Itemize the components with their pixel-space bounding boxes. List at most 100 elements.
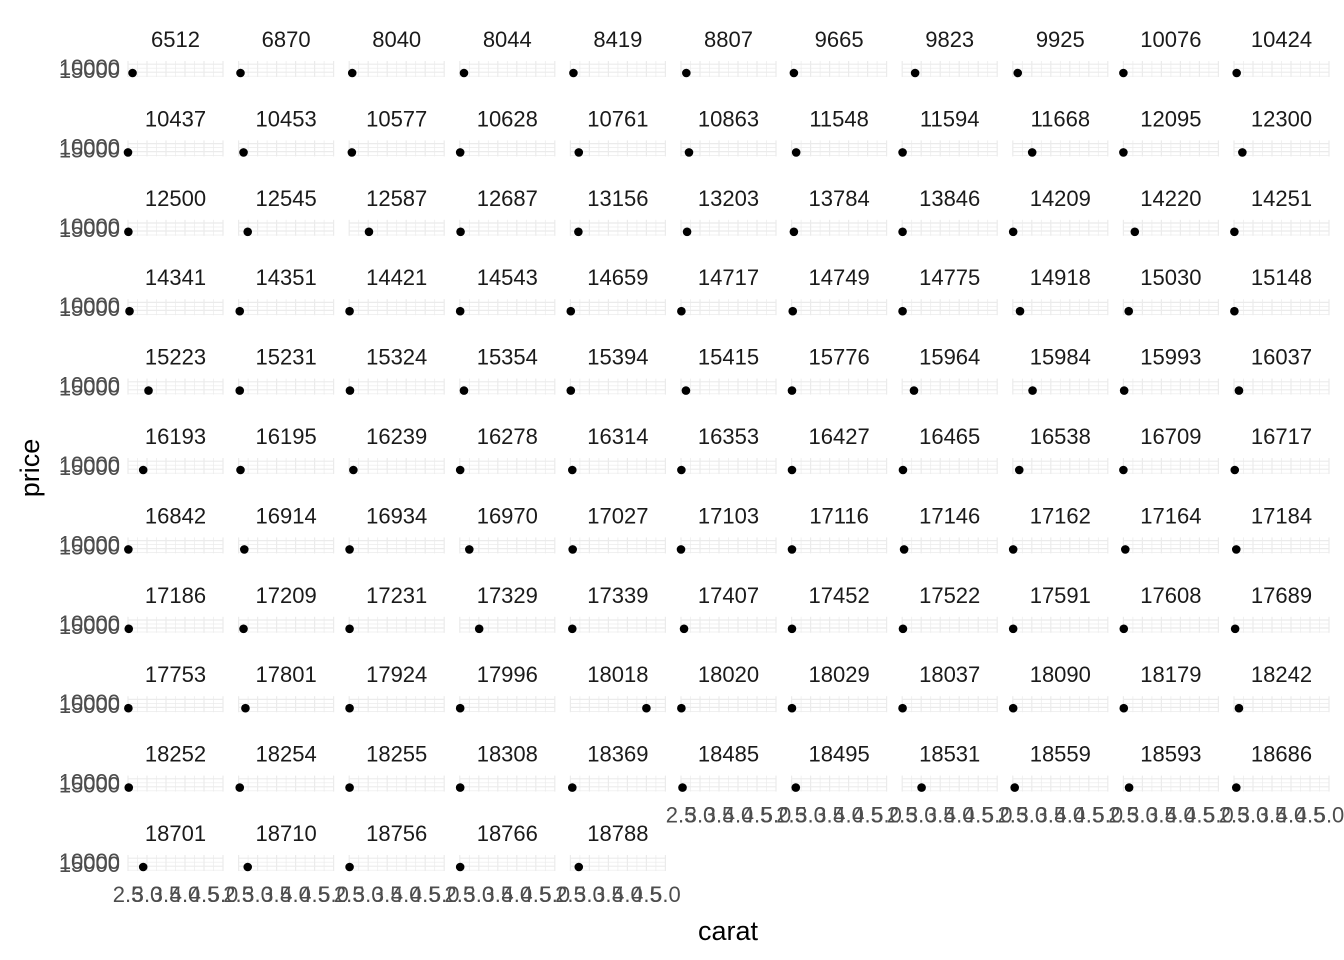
x-tick-label: 3.0 xyxy=(1238,803,1269,828)
facet-panel: 16353 xyxy=(677,424,777,475)
data-point xyxy=(569,68,578,78)
facet-strip-label: 10076 xyxy=(1140,27,1201,52)
facet-panel: 18018 xyxy=(569,662,667,713)
facet-strip-label: 18531 xyxy=(919,742,980,767)
y-tick-label: 10000 xyxy=(59,849,120,874)
x-tick-label: 4.0 xyxy=(391,882,422,907)
data-point xyxy=(1119,386,1129,395)
data-point xyxy=(1232,68,1241,78)
data-point xyxy=(1238,148,1247,157)
x-tick-label: 5.0 xyxy=(429,882,460,907)
data-point xyxy=(455,783,465,792)
facet-strip-label: 18593 xyxy=(1140,742,1201,767)
facet-panel: 10628 xyxy=(455,106,556,157)
data-point xyxy=(568,783,577,792)
facet-panel: 11548 xyxy=(790,106,888,157)
data-point xyxy=(1013,68,1023,78)
x-tick-label: 4.0 xyxy=(502,882,533,907)
facet-strip-label: 16538 xyxy=(1030,424,1091,449)
facet-strip-label: 6870 xyxy=(262,27,311,52)
facet-strip-label: 16195 xyxy=(256,424,317,449)
facet-panel: 9925 xyxy=(1012,27,1109,78)
x-tick-label: 5.0 xyxy=(1314,803,1344,828)
facet-panel: 17591 xyxy=(1008,583,1109,634)
facet-strip-label: 9665 xyxy=(815,27,864,52)
y-tick-label: 10000 xyxy=(59,373,120,398)
facet-panel: 18090 xyxy=(1008,662,1109,713)
x-tick-label: 2.5 xyxy=(1219,803,1250,828)
facet-strip-label: 18252 xyxy=(145,742,206,767)
data-point xyxy=(345,624,354,634)
facet-strip-label: 12587 xyxy=(366,186,427,211)
facet-panel: 14775 xyxy=(898,265,998,316)
facet-strip-label: 14351 xyxy=(256,265,317,290)
x-tick-label: 5.0 xyxy=(1203,803,1234,828)
data-point xyxy=(1231,783,1241,792)
facet-strip-label: 17407 xyxy=(698,583,759,608)
facet-strip-label: 17753 xyxy=(145,662,206,687)
data-point xyxy=(1124,306,1134,316)
facet-strip-label: 14749 xyxy=(809,265,870,290)
x-tick-label: 4.0 xyxy=(1276,803,1307,828)
facet-strip-label: 18018 xyxy=(587,662,648,687)
facet-strip-label: 15148 xyxy=(1251,265,1312,290)
data-point xyxy=(1230,227,1239,237)
data-point xyxy=(128,68,137,78)
facet-strip-label: 16914 xyxy=(256,503,317,528)
data-point xyxy=(678,783,687,792)
facet-panel: 17116 xyxy=(787,503,888,554)
facet-panel: 13156 xyxy=(569,186,667,237)
data-point xyxy=(235,783,245,792)
x-tick-label: 3.5 xyxy=(593,882,624,907)
facet-strip-label: 10863 xyxy=(698,106,759,131)
data-point xyxy=(1008,703,1018,713)
y-tick-label: 15000 xyxy=(59,852,120,877)
facet-panel: 18029 xyxy=(787,662,888,713)
y-tick-label: 15000 xyxy=(59,137,120,162)
data-point xyxy=(124,703,133,713)
facet-strip-label: 16934 xyxy=(366,503,427,528)
data-point xyxy=(1130,227,1140,237)
x-tick-label: 2.5 xyxy=(887,803,918,828)
facet-panel: 18686 2.53.03.54.04.55.0 xyxy=(1219,742,1344,828)
facet-strip-label: 17186 xyxy=(145,583,206,608)
x-tick-label: 5.0 xyxy=(761,803,792,828)
facet-panel: 17184 xyxy=(1231,503,1330,554)
data-point xyxy=(345,306,354,316)
facet-strip-label: 17608 xyxy=(1140,583,1201,608)
data-point xyxy=(791,783,801,792)
facet-panel: 17146 xyxy=(899,503,998,554)
facet-strip-label: 10424 xyxy=(1251,27,1312,52)
facet-strip-label: 18308 xyxy=(477,742,538,767)
facet-strip-label: 16239 xyxy=(366,424,427,449)
data-point xyxy=(455,148,465,157)
facet-strip-label: 10628 xyxy=(477,106,538,131)
y-tick-label: 10000 xyxy=(59,690,120,715)
facet-strip-label: 13203 xyxy=(698,186,759,211)
data-point xyxy=(566,386,576,395)
facet-panel: 13846 xyxy=(898,186,998,237)
facet-strip-label: 17591 xyxy=(1030,583,1091,608)
x-tick-label: 3.5 xyxy=(151,882,182,907)
data-point xyxy=(574,227,583,237)
facet-strip-label: 12095 xyxy=(1140,106,1201,131)
facet-strip-label: 10453 xyxy=(256,106,317,131)
data-point xyxy=(1119,624,1129,634)
facet-panel: 16314 xyxy=(568,424,667,475)
facet-strip-label: 9823 xyxy=(925,27,974,52)
facet-strip-label: 11668 xyxy=(1031,106,1091,131)
y-tick-label: 10000 xyxy=(59,134,120,159)
facet-strip-label: 12500 xyxy=(145,186,206,211)
facet-strip-label: 17103 xyxy=(698,503,759,528)
x-tick-label: 3.0 xyxy=(795,803,826,828)
data-point xyxy=(676,545,686,554)
facet-strip-label: 14918 xyxy=(1030,265,1091,290)
data-point xyxy=(239,624,248,634)
facet-panel: 10577 xyxy=(347,106,445,157)
x-tick-label: 5.0 xyxy=(318,882,349,907)
x-tick-label: 3.0 xyxy=(685,803,716,828)
data-point xyxy=(1121,545,1130,554)
